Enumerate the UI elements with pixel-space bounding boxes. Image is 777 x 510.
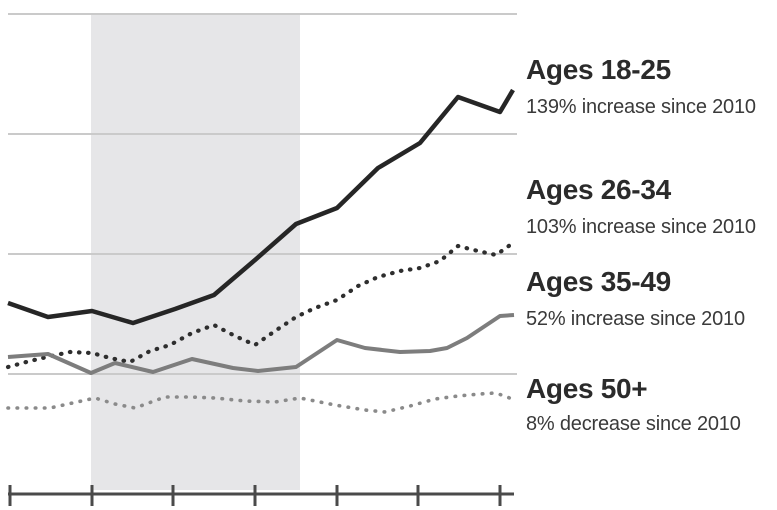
legend-title-ages-50-plus: Ages 50+: [526, 373, 648, 404]
legend-title-ages-35-49: Ages 35-49: [526, 266, 671, 297]
series-line-ages-50-: [6, 391, 516, 414]
series-line-ages-26-34: [5, 240, 516, 370]
legend-title-ages-18-25: Ages 18-25: [526, 54, 671, 85]
legend-subtitle-ages-35-49: 52% increase since 2010: [526, 308, 745, 330]
legend-subtitle-ages-50-plus: 8% decrease since 2010: [526, 413, 741, 435]
series-line-ages-35-49: [7, 313, 515, 375]
legend-title-ages-26-34: Ages 26-34: [526, 174, 671, 205]
legend-subtitle-ages-18-25: 139% increase since 2010: [526, 96, 756, 118]
legend-subtitle-ages-26-34: 103% increase since 2010: [526, 216, 756, 238]
series-line-ages-18-25: [7, 88, 515, 326]
shaded-band: [91, 15, 300, 490]
